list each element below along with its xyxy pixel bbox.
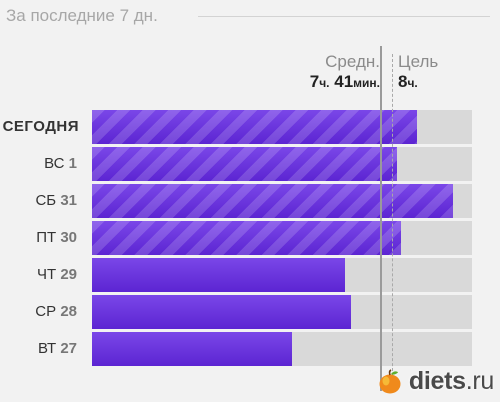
day-row[interactable]: ВС 1: [0, 147, 500, 181]
bar-track: [92, 221, 472, 255]
day-row[interactable]: ПТ 30: [0, 221, 500, 255]
day-name: ПТ: [36, 229, 57, 246]
average-summary: Средн. 7ч. 41мин.: [310, 52, 380, 93]
average-value: 7ч. 41мин.: [310, 72, 380, 93]
day-name: ВТ: [37, 340, 57, 357]
bar-track: [92, 184, 472, 218]
average-minutes: 41: [334, 72, 354, 91]
day-date: 27: [60, 340, 77, 357]
bar-track: [92, 110, 472, 144]
bar-fill: [92, 258, 346, 292]
header-divider: [198, 16, 490, 17]
goal-hours: 8: [398, 72, 408, 91]
average-caption: Средн.: [325, 52, 380, 71]
day-name: ЧТ: [36, 266, 57, 283]
bar-fill: [92, 110, 417, 144]
day-label: СБ 31: [0, 192, 77, 209]
day-row[interactable]: СБ 31: [0, 184, 500, 218]
day-row[interactable]: ЧТ 29: [0, 258, 500, 292]
bar-track: [92, 295, 472, 329]
day-label: ПТ 30: [0, 229, 77, 246]
day-name: СБ: [35, 192, 57, 209]
brand-name: diets.ru: [409, 367, 494, 396]
bar-track: [92, 332, 472, 366]
bar-fill: [92, 221, 401, 255]
goal-marker-line: [392, 54, 393, 391]
day-name: СЕГОДНЯ: [2, 118, 79, 135]
day-label: ВС 1: [0, 155, 77, 172]
day-date: 28: [60, 303, 77, 320]
goal-hours-unit: ч.: [407, 76, 418, 90]
goal-value: 8ч.: [398, 72, 438, 93]
bar-fill: [92, 295, 352, 329]
brand-tld: .ru: [465, 367, 495, 395]
apple-icon: [379, 368, 401, 393]
day-row[interactable]: ВТ 27: [0, 332, 500, 366]
bar-track: [92, 147, 472, 181]
day-date: 29: [60, 266, 77, 283]
watermark-logo: diets.ru: [377, 367, 494, 396]
day-date: 31: [60, 192, 77, 209]
brand-word: diets: [408, 367, 466, 395]
day-label: ВТ 27: [0, 340, 77, 357]
day-row[interactable]: СЕГОДНЯ: [0, 110, 500, 144]
day-name: СР: [35, 303, 57, 320]
average-hours-unit: ч.: [319, 76, 330, 90]
bar-track: [92, 258, 472, 292]
average-marker-line: [380, 46, 382, 391]
day-date: 1: [68, 155, 77, 172]
average-minutes-unit: мин.: [353, 76, 380, 90]
average-hours: 7: [309, 72, 320, 91]
bar-fill: [92, 147, 398, 181]
day-row[interactable]: СР 28: [0, 295, 500, 329]
day-date: 30: [60, 229, 77, 246]
bar-fill: [92, 184, 453, 218]
day-label: ЧТ 29: [0, 266, 77, 283]
bar-fill: [92, 332, 292, 366]
period-title: За последние 7 дн.: [6, 6, 158, 25]
goal-caption: Цель: [398, 52, 439, 71]
day-name: ВС: [44, 155, 65, 172]
goal-summary: Цель 8ч.: [398, 52, 438, 93]
day-label: СЕГОДНЯ: [0, 118, 79, 135]
day-label: СР 28: [0, 303, 77, 320]
